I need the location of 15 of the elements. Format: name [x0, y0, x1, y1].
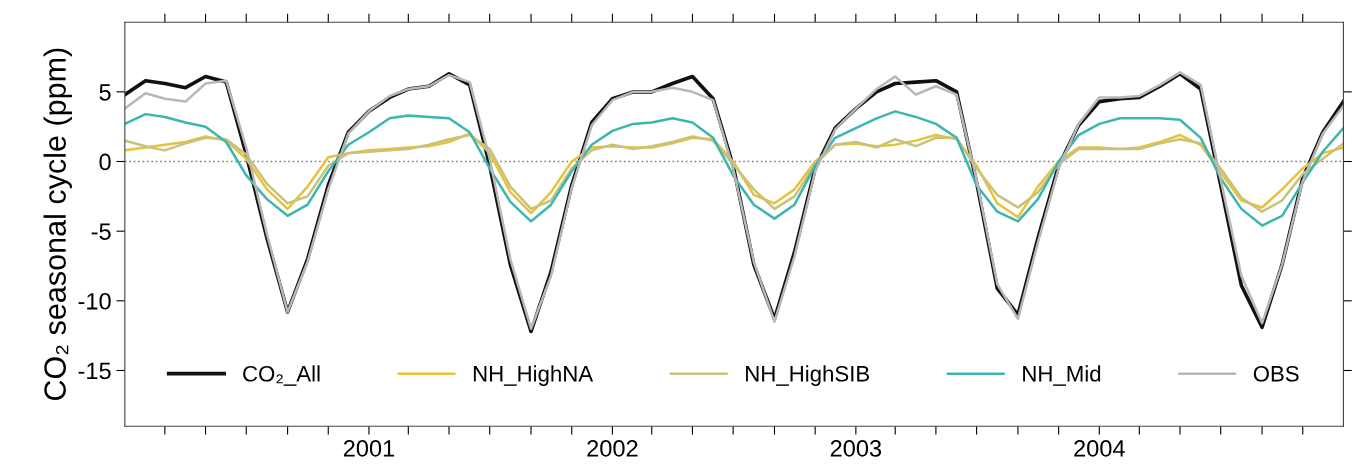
x-tick-label: 2001	[343, 440, 395, 457]
x-tick-label: 2004	[1074, 440, 1125, 457]
legend-label: NH_HighSIB	[746, 365, 870, 387]
legend-label: NH_HighNA	[473, 365, 594, 387]
y-tick-label: -5	[91, 223, 111, 240]
y-axis-title: CO₂ seasonal cycle (ppm)	[43, 48, 72, 401]
x-tick-label: 2003	[830, 440, 882, 457]
y-tick-label: -15	[78, 362, 111, 380]
y-tick-label: 0	[99, 153, 111, 171]
legend-label: OBS	[1253, 365, 1299, 382]
legend-label: CO₂_All	[243, 365, 320, 386]
x-tick-label: 2002	[587, 440, 638, 457]
legend-label: NH_Mid	[1023, 365, 1101, 386]
y-tick-label: 5	[99, 84, 111, 101]
y-tick-label: -10	[78, 292, 111, 310]
